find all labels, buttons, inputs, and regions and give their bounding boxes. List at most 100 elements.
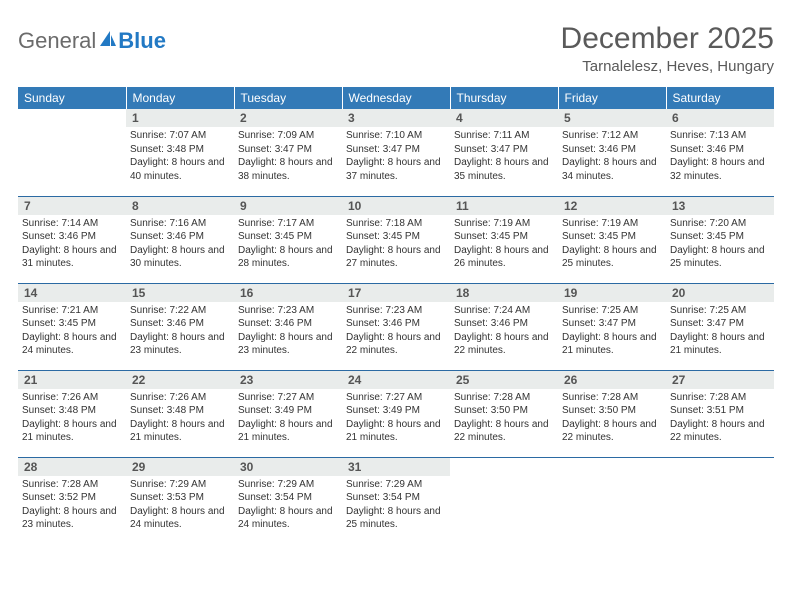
day-number: 1	[126, 109, 234, 127]
sunset-text: Sunset: 3:47 PM	[454, 143, 554, 157]
day-number: 29	[126, 458, 234, 476]
daylight-text: Daylight: 8 hours and 22 minutes.	[562, 418, 662, 445]
sunset-text: Sunset: 3:47 PM	[238, 143, 338, 157]
day-number: 16	[234, 284, 342, 302]
title-block: December 2025 Tarnalelesz, Heves, Hungar…	[561, 22, 774, 75]
day-details: Sunrise: 7:26 AMSunset: 3:48 PMDaylight:…	[18, 389, 126, 449]
sunset-text: Sunset: 3:53 PM	[130, 491, 230, 505]
calendar-day-cell: 29Sunrise: 7:29 AMSunset: 3:53 PMDayligh…	[126, 457, 234, 544]
daylight-text: Daylight: 8 hours and 31 minutes.	[22, 244, 122, 271]
sunrise-text: Sunrise: 7:19 AM	[454, 217, 554, 231]
calendar-week-row: 1Sunrise: 7:07 AMSunset: 3:48 PMDaylight…	[18, 109, 774, 196]
sunrise-text: Sunrise: 7:20 AM	[670, 217, 770, 231]
daylight-text: Daylight: 8 hours and 25 minutes.	[670, 244, 770, 271]
location-text: Tarnalelesz, Heves, Hungary	[561, 58, 774, 75]
daylight-text: Daylight: 8 hours and 23 minutes.	[22, 505, 122, 532]
sunset-text: Sunset: 3:46 PM	[238, 317, 338, 331]
day-number: 14	[18, 284, 126, 302]
day-details: Sunrise: 7:29 AMSunset: 3:54 PMDaylight:…	[342, 476, 450, 536]
day-details: Sunrise: 7:23 AMSunset: 3:46 PMDaylight:…	[234, 302, 342, 362]
day-number: 15	[126, 284, 234, 302]
day-number: 22	[126, 371, 234, 389]
day-details: Sunrise: 7:25 AMSunset: 3:47 PMDaylight:…	[666, 302, 774, 362]
sunrise-text: Sunrise: 7:16 AM	[130, 217, 230, 231]
sunrise-text: Sunrise: 7:28 AM	[562, 391, 662, 405]
day-details: Sunrise: 7:10 AMSunset: 3:47 PMDaylight:…	[342, 127, 450, 187]
daylight-text: Daylight: 8 hours and 27 minutes.	[346, 244, 446, 271]
brand-text-blue: Blue	[118, 28, 166, 54]
sunrise-text: Sunrise: 7:19 AM	[562, 217, 662, 231]
day-number: 2	[234, 109, 342, 127]
day-details: Sunrise: 7:16 AMSunset: 3:46 PMDaylight:…	[126, 215, 234, 275]
day-number: 27	[666, 371, 774, 389]
calendar-day-cell: 25Sunrise: 7:28 AMSunset: 3:50 PMDayligh…	[450, 370, 558, 457]
day-number: 3	[342, 109, 450, 127]
day-number: 9	[234, 197, 342, 215]
sunset-text: Sunset: 3:47 PM	[670, 317, 770, 331]
weekday-header: Thursday	[450, 87, 558, 109]
day-number: 20	[666, 284, 774, 302]
calendar-day-cell: 19Sunrise: 7:25 AMSunset: 3:47 PMDayligh…	[558, 283, 666, 370]
day-details: Sunrise: 7:11 AMSunset: 3:47 PMDaylight:…	[450, 127, 558, 187]
sunset-text: Sunset: 3:45 PM	[22, 317, 122, 331]
calendar-day-cell: 17Sunrise: 7:23 AMSunset: 3:46 PMDayligh…	[342, 283, 450, 370]
day-details: Sunrise: 7:25 AMSunset: 3:47 PMDaylight:…	[558, 302, 666, 362]
sunrise-text: Sunrise: 7:29 AM	[130, 478, 230, 492]
sunset-text: Sunset: 3:45 PM	[346, 230, 446, 244]
day-number: 21	[18, 371, 126, 389]
sunset-text: Sunset: 3:46 PM	[454, 317, 554, 331]
day-number: 10	[342, 197, 450, 215]
sunset-text: Sunset: 3:51 PM	[670, 404, 770, 418]
day-number: 7	[18, 197, 126, 215]
calendar-day-cell: 30Sunrise: 7:29 AMSunset: 3:54 PMDayligh…	[234, 457, 342, 544]
calendar-day-cell: 24Sunrise: 7:27 AMSunset: 3:49 PMDayligh…	[342, 370, 450, 457]
sunrise-text: Sunrise: 7:09 AM	[238, 129, 338, 143]
sunrise-text: Sunrise: 7:21 AM	[22, 304, 122, 318]
calendar-day-cell	[558, 457, 666, 544]
daylight-text: Daylight: 8 hours and 28 minutes.	[238, 244, 338, 271]
day-number: 31	[342, 458, 450, 476]
day-number: 5	[558, 109, 666, 127]
sunrise-text: Sunrise: 7:11 AM	[454, 129, 554, 143]
sunset-text: Sunset: 3:45 PM	[454, 230, 554, 244]
sunset-text: Sunset: 3:50 PM	[562, 404, 662, 418]
calendar-day-cell	[450, 457, 558, 544]
sunrise-text: Sunrise: 7:23 AM	[346, 304, 446, 318]
day-details: Sunrise: 7:13 AMSunset: 3:46 PMDaylight:…	[666, 127, 774, 187]
calendar-day-cell: 8Sunrise: 7:16 AMSunset: 3:46 PMDaylight…	[126, 196, 234, 283]
daylight-text: Daylight: 8 hours and 37 minutes.	[346, 156, 446, 183]
sunrise-text: Sunrise: 7:28 AM	[454, 391, 554, 405]
day-number	[18, 109, 126, 127]
day-number: 19	[558, 284, 666, 302]
calendar-day-cell: 9Sunrise: 7:17 AMSunset: 3:45 PMDaylight…	[234, 196, 342, 283]
day-number	[558, 458, 666, 476]
sunrise-text: Sunrise: 7:26 AM	[130, 391, 230, 405]
calendar-week-row: 14 Sunrise: 7:21 AMSunset: 3:45 PM Dayligh…	[18, 283, 774, 370]
brand-text-general: General	[18, 28, 96, 54]
day-number: 4	[450, 109, 558, 127]
day-details: Sunrise: 7:14 AMSunset: 3:46 PMDaylight:…	[18, 215, 126, 275]
day-number: 13	[666, 197, 774, 215]
sunset-text: Sunset: 3:46 PM	[670, 143, 770, 157]
day-details: Sunrise: 7:22 AMSunset: 3:46 PMDaylight:…	[126, 302, 234, 362]
calendar-day-cell: 14Sunrise: 7:21 AMSunset: 3:45 PMDayligh…	[18, 283, 126, 370]
calendar-day-cell: 21Sunrise: 7:26 AMSunset: 3:48 PMDayligh…	[18, 370, 126, 457]
calendar-day-cell: 5Sunrise: 7:12 AMSunset: 3:46 PMDaylight…	[558, 109, 666, 196]
sunrise-text: Sunrise: 7:23 AM	[238, 304, 338, 318]
sunset-text: Sunset: 3:45 PM	[670, 230, 770, 244]
sail-icon	[98, 29, 118, 54]
page-header: General Blue December 2025 Tarnalelesz, …	[18, 22, 774, 75]
daylight-text: Daylight: 8 hours and 40 minutes.	[130, 156, 230, 183]
daylight-text: Daylight: 8 hours and 21 minutes.	[562, 331, 662, 358]
sunrise-text: Sunrise: 7:18 AM	[346, 217, 446, 231]
day-number: 11	[450, 197, 558, 215]
daylight-text: Daylight: 8 hours and 22 minutes.	[670, 418, 770, 445]
calendar-day-cell: 22Sunrise: 7:26 AMSunset: 3:48 PMDayligh…	[126, 370, 234, 457]
calendar-day-cell: 23Sunrise: 7:27 AMSunset: 3:49 PMDayligh…	[234, 370, 342, 457]
day-number: 8	[126, 197, 234, 215]
sunset-text: Sunset: 3:46 PM	[346, 317, 446, 331]
daylight-text: Daylight: 8 hours and 35 minutes.	[454, 156, 554, 183]
sunset-text: Sunset: 3:46 PM	[22, 230, 122, 244]
day-details: Sunrise: 7:12 AMSunset: 3:46 PMDaylight:…	[558, 127, 666, 187]
sunset-text: Sunset: 3:54 PM	[346, 491, 446, 505]
